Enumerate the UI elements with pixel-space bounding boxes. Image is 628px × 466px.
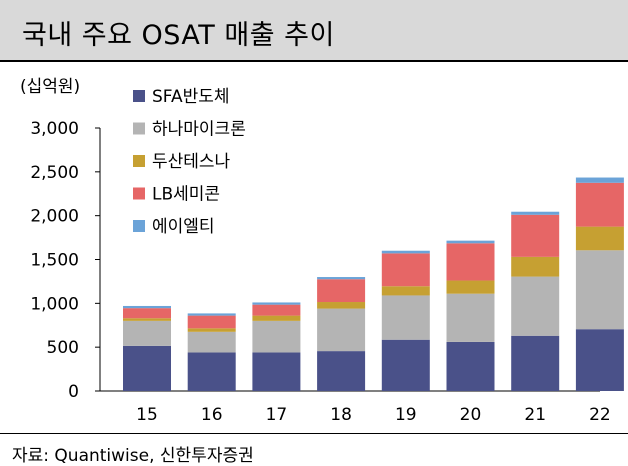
legend-swatch — [133, 220, 145, 232]
title-bar: 국내 주요 OSAT 매출 추이 — [0, 0, 628, 62]
bar-segment-2 — [446, 293, 495, 342]
bar-segment-5 — [575, 177, 624, 183]
legend-label: LB세미콘 — [152, 185, 220, 205]
bar-segment-1 — [317, 351, 366, 391]
bar-segment-4 — [446, 243, 495, 281]
legend-label: 에이엘티 — [152, 217, 215, 237]
legend-swatch — [133, 122, 145, 135]
bar-segment-5 — [511, 211, 560, 215]
bar-segment-1 — [252, 352, 301, 391]
bar-segment-1 — [575, 329, 624, 391]
bar-segment-2 — [123, 320, 171, 346]
bar-segment-3 — [123, 318, 171, 321]
bar-segment-5 — [381, 250, 430, 254]
x-tick-label: 19 — [395, 405, 417, 425]
bar-segment-2 — [187, 331, 236, 353]
bar-segment-4 — [317, 279, 366, 303]
y-tick-label: 0 — [68, 382, 79, 402]
bar-segment-1 — [446, 341, 495, 391]
x-tick-label: 21 — [524, 405, 546, 425]
legend-label: SFA반도체 — [152, 87, 230, 107]
legend-swatch — [133, 155, 145, 167]
bar-segment-5 — [123, 305, 171, 309]
y-tick-label: 1,000 — [30, 294, 79, 314]
x-tick-label: 22 — [589, 405, 611, 425]
bar-segment-2 — [511, 276, 560, 336]
bar-segment-1 — [381, 339, 430, 391]
y-tick-label: 500 — [47, 338, 79, 358]
x-tick-label: 16 — [201, 405, 223, 425]
legend-swatch — [133, 187, 145, 200]
bar-segment-2 — [252, 320, 301, 353]
bar-segment-1 — [123, 345, 171, 391]
y-tick-label: 2,000 — [30, 207, 79, 227]
bar-segment-5 — [252, 302, 301, 305]
legend-swatch — [133, 90, 145, 102]
bar-segment-5 — [187, 313, 236, 316]
bar-segment-2 — [381, 295, 430, 340]
bar-segment-3 — [575, 226, 624, 251]
bar-segment-4 — [511, 214, 560, 257]
bar-segment-2 — [317, 308, 366, 352]
bar-segment-4 — [123, 308, 171, 319]
y-tick-label: 2,500 — [30, 163, 79, 183]
legend-label: 하나마이크론 — [152, 120, 246, 140]
legend-label: 두산테스나 — [152, 152, 231, 172]
bar-segment-4 — [381, 253, 430, 287]
stacked-bar-chart: 0 500 1,000 1,500 2,000 2,500 3,000 15 16 17 18 19 2… — [30, 87, 624, 425]
x-tick-label: 20 — [460, 405, 482, 425]
bar-segment-3 — [381, 286, 430, 296]
bar-segment-4 — [187, 315, 236, 329]
source-divider — [0, 433, 628, 434]
source-note: 자료: Quantiwise, 신한투자증권 — [12, 446, 254, 466]
x-tick-label: 18 — [330, 405, 352, 425]
bar-segment-4 — [575, 182, 624, 227]
y-tick-label: 3,000 — [30, 119, 79, 139]
bar-segment-5 — [446, 240, 495, 244]
bar-segment-2 — [575, 250, 624, 330]
bar-segment-4 — [252, 304, 301, 316]
x-tick-label: 17 — [266, 405, 288, 425]
bar-segment-5 — [317, 277, 366, 280]
bar-segment-3 — [252, 315, 301, 321]
bar-segment-3 — [317, 302, 366, 309]
x-tick-label: 15 — [136, 405, 158, 425]
y-tick-label: 1,500 — [30, 251, 79, 271]
y-axis-unit-label: (십억원) — [20, 77, 81, 97]
bar-segment-1 — [511, 335, 560, 391]
page-title: 국내 주요 OSAT 매출 추이 — [22, 20, 335, 51]
bar-segment-3 — [446, 280, 495, 294]
bar-segment-3 — [511, 256, 560, 277]
bar-segment-1 — [187, 352, 236, 391]
bar-segment-3 — [187, 328, 236, 332]
